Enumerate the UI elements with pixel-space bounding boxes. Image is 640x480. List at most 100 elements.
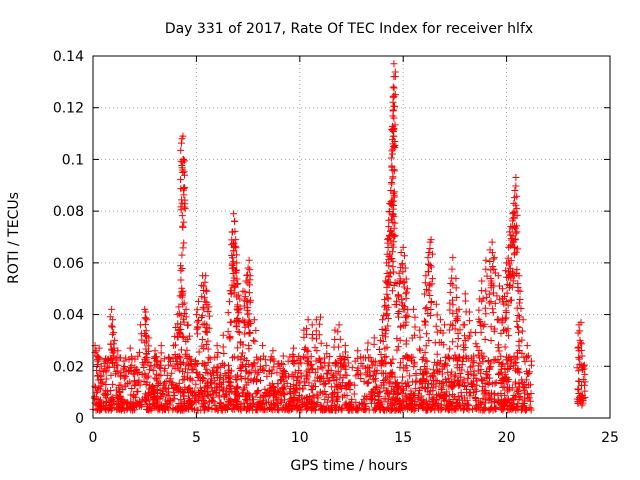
- y-tick-label: 0: [75, 411, 84, 427]
- streak-point: [183, 346, 191, 354]
- streak-point: [232, 244, 240, 252]
- band-point: [96, 385, 104, 393]
- band-point: [145, 385, 153, 393]
- band-point: [521, 389, 529, 397]
- band-point: [438, 405, 446, 413]
- band-point: [466, 392, 474, 400]
- streak-point: [233, 251, 241, 259]
- band-point: [179, 388, 187, 396]
- band-point: [527, 389, 535, 397]
- data-point: [194, 298, 202, 306]
- streak-point: [427, 297, 435, 305]
- band-point: [273, 369, 281, 377]
- streak-point: [511, 235, 519, 243]
- streak-point: [313, 335, 321, 343]
- streak-point: [312, 327, 320, 335]
- streak-point: [509, 215, 517, 223]
- band-point: [99, 378, 107, 386]
- data-point: [232, 236, 240, 244]
- band-point: [336, 371, 344, 379]
- band-point: [146, 366, 154, 374]
- band-point: [430, 394, 438, 402]
- streak-point: [230, 289, 238, 297]
- streak-point: [245, 342, 253, 350]
- streak-point: [520, 353, 528, 361]
- band-point: [336, 382, 344, 390]
- streak-point: [485, 299, 493, 307]
- data-point: [180, 155, 188, 163]
- streak-point: [180, 203, 188, 211]
- band-point: [575, 389, 583, 397]
- band-point: [317, 372, 325, 380]
- band-point: [458, 361, 466, 369]
- data-point: [230, 210, 238, 218]
- data-point: [331, 326, 339, 334]
- streak-point: [179, 223, 187, 231]
- x-tick-label: 10: [291, 430, 309, 446]
- data-point: [242, 277, 250, 285]
- streak-point: [316, 320, 324, 328]
- streak-point: [509, 209, 517, 217]
- band-point: [431, 406, 439, 414]
- streak-point: [440, 341, 448, 349]
- band-point: [230, 353, 238, 361]
- streak-point: [445, 354, 453, 362]
- streak-point: [513, 192, 521, 200]
- band-point: [432, 382, 440, 390]
- streak-point: [385, 272, 393, 280]
- band-point: [340, 391, 348, 399]
- band-point: [373, 366, 381, 374]
- streak-point: [140, 361, 148, 369]
- streak-point: [336, 335, 344, 343]
- data-point: [323, 342, 331, 350]
- band-point: [169, 395, 177, 403]
- band-point: [278, 397, 286, 405]
- data-point: [312, 316, 320, 324]
- band-point: [334, 388, 342, 396]
- band-point: [509, 362, 517, 370]
- data-point: [578, 352, 586, 360]
- band-point: [268, 400, 276, 408]
- streak-point: [115, 354, 123, 362]
- band-point: [291, 368, 299, 376]
- band-point: [296, 391, 304, 399]
- band-point: [112, 368, 120, 376]
- band-point: [358, 399, 366, 407]
- data-point: [399, 243, 407, 251]
- band-point: [184, 369, 192, 377]
- band-point: [134, 387, 142, 395]
- streak-point: [463, 355, 471, 363]
- streak-point: [427, 305, 435, 313]
- streak-point: [502, 267, 510, 275]
- streak-point: [473, 343, 481, 351]
- band-point: [135, 401, 143, 409]
- band-point: [368, 361, 376, 369]
- streak-point: [171, 341, 179, 349]
- band-point: [290, 401, 298, 409]
- streak-point: [513, 205, 521, 213]
- band-point: [258, 365, 266, 373]
- band-point: [469, 405, 477, 413]
- streak-point: [107, 322, 115, 330]
- band-point: [278, 371, 286, 379]
- data-point: [213, 342, 221, 350]
- band-point: [332, 406, 340, 414]
- streak-point: [387, 154, 395, 162]
- band-point: [299, 385, 307, 393]
- streak-point: [494, 315, 502, 323]
- band-point: [503, 374, 511, 382]
- streak-point: [410, 331, 418, 339]
- data-point: [231, 217, 239, 225]
- x-tick-label: 25: [601, 430, 619, 446]
- band-point: [500, 405, 508, 413]
- band-point: [321, 379, 329, 387]
- band-point: [293, 377, 301, 385]
- data-point: [120, 357, 128, 365]
- band-point: [157, 371, 165, 379]
- band-point: [149, 387, 157, 395]
- band-point: [457, 389, 465, 397]
- band-point: [134, 352, 142, 360]
- streak-point: [178, 212, 186, 220]
- streak-point: [205, 324, 213, 332]
- band-point: [410, 390, 418, 398]
